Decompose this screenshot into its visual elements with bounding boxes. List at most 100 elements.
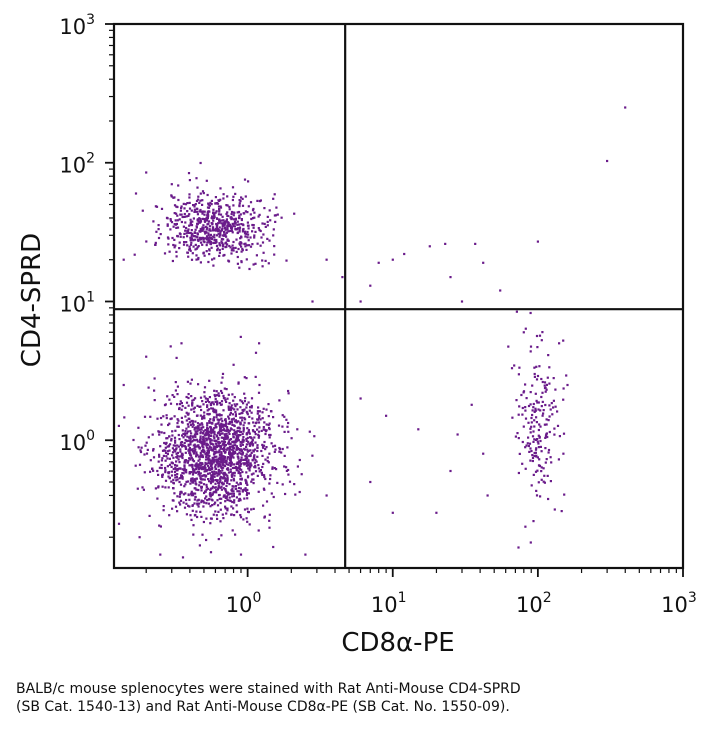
- data-point: [222, 193, 225, 196]
- data-point: [167, 237, 170, 240]
- data-point: [247, 459, 250, 462]
- data-point: [204, 232, 207, 235]
- data-point: [208, 472, 211, 475]
- data-point: [186, 430, 190, 433]
- data-point: [215, 458, 218, 461]
- data-point: [203, 237, 207, 240]
- data-point: [203, 501, 206, 504]
- data-point: [254, 351, 258, 354]
- data-point: [283, 415, 286, 418]
- data-point: [207, 478, 210, 481]
- data-point: [225, 512, 228, 515]
- data-point: [230, 229, 234, 232]
- data-point: [526, 442, 529, 445]
- data-point: [184, 451, 187, 454]
- data-point: [205, 244, 208, 247]
- data-point: [174, 505, 178, 508]
- data-point: [179, 209, 182, 212]
- figure-caption: BALB/c mouse splenocytes were stained wi…: [16, 680, 696, 716]
- data-point: [205, 470, 208, 473]
- data-point: [200, 441, 203, 444]
- data-point: [225, 432, 228, 435]
- data-point: [175, 250, 178, 253]
- data-point: [219, 230, 222, 233]
- data-point: [243, 421, 246, 424]
- data-point: [534, 407, 537, 410]
- data-point: [240, 441, 243, 444]
- data-point: [174, 473, 177, 476]
- data-point: [229, 451, 232, 454]
- data-point: [213, 427, 216, 430]
- data-point: [208, 248, 211, 251]
- data-point: [517, 413, 520, 416]
- data-point: [276, 213, 279, 216]
- data-point: [186, 231, 189, 234]
- data-point: [200, 449, 203, 453]
- data-point: [189, 443, 192, 446]
- data-point: [233, 501, 236, 504]
- data-point: [200, 426, 203, 429]
- data-point: [167, 423, 170, 427]
- data-point: [517, 373, 520, 376]
- data-point: [268, 526, 271, 529]
- data-point: [227, 422, 230, 425]
- data-point: [209, 551, 213, 554]
- data-point: [219, 206, 223, 209]
- data-point: [267, 262, 270, 265]
- data-point: [226, 238, 229, 241]
- data-point: [285, 469, 288, 472]
- data-point: [207, 202, 210, 205]
- data-point: [216, 474, 219, 477]
- data-point: [545, 383, 548, 386]
- data-point: [181, 429, 184, 432]
- data-point: [223, 458, 226, 461]
- data-point: [229, 411, 232, 415]
- data-point: [199, 220, 203, 223]
- data-point: [145, 171, 148, 174]
- data-point: [205, 250, 208, 253]
- data-point: [200, 485, 203, 489]
- data-point: [207, 222, 210, 225]
- data-point: [208, 468, 211, 472]
- data-point: [212, 403, 215, 406]
- data-point: [548, 366, 551, 369]
- data-point: [184, 229, 187, 232]
- data-point: [233, 211, 236, 214]
- data-point: [184, 221, 187, 224]
- data-point: [244, 478, 247, 481]
- data-point: [181, 456, 184, 460]
- data-point: [184, 432, 187, 435]
- data-point: [194, 248, 197, 251]
- data-point: [170, 465, 173, 468]
- data-point: [253, 236, 256, 239]
- data-point: [221, 215, 224, 218]
- data-point: [249, 245, 253, 248]
- data-point: [251, 429, 255, 432]
- data-point: [180, 441, 184, 444]
- data-point: [216, 249, 219, 252]
- data-point: [261, 465, 264, 469]
- data-point: [203, 395, 206, 398]
- data-point: [234, 414, 237, 418]
- data-point: [258, 416, 261, 419]
- data-point: [251, 444, 254, 447]
- data-point: [198, 238, 201, 241]
- data-point: [224, 420, 227, 423]
- data-point: [219, 429, 222, 433]
- data-point: [170, 417, 173, 420]
- data-point: [218, 210, 221, 213]
- data-point: [529, 391, 532, 394]
- data-point: [243, 408, 246, 411]
- data-point: [170, 437, 173, 441]
- data-point: [186, 439, 189, 442]
- data-point: [233, 396, 236, 399]
- data-point: [521, 413, 524, 416]
- data-point: [193, 204, 196, 207]
- data-point: [160, 466, 163, 470]
- data-point: [140, 446, 143, 449]
- data-point: [236, 211, 239, 214]
- data-point: [272, 416, 275, 419]
- data-point: [188, 505, 191, 508]
- data-point: [535, 399, 538, 402]
- data-point: [197, 455, 200, 458]
